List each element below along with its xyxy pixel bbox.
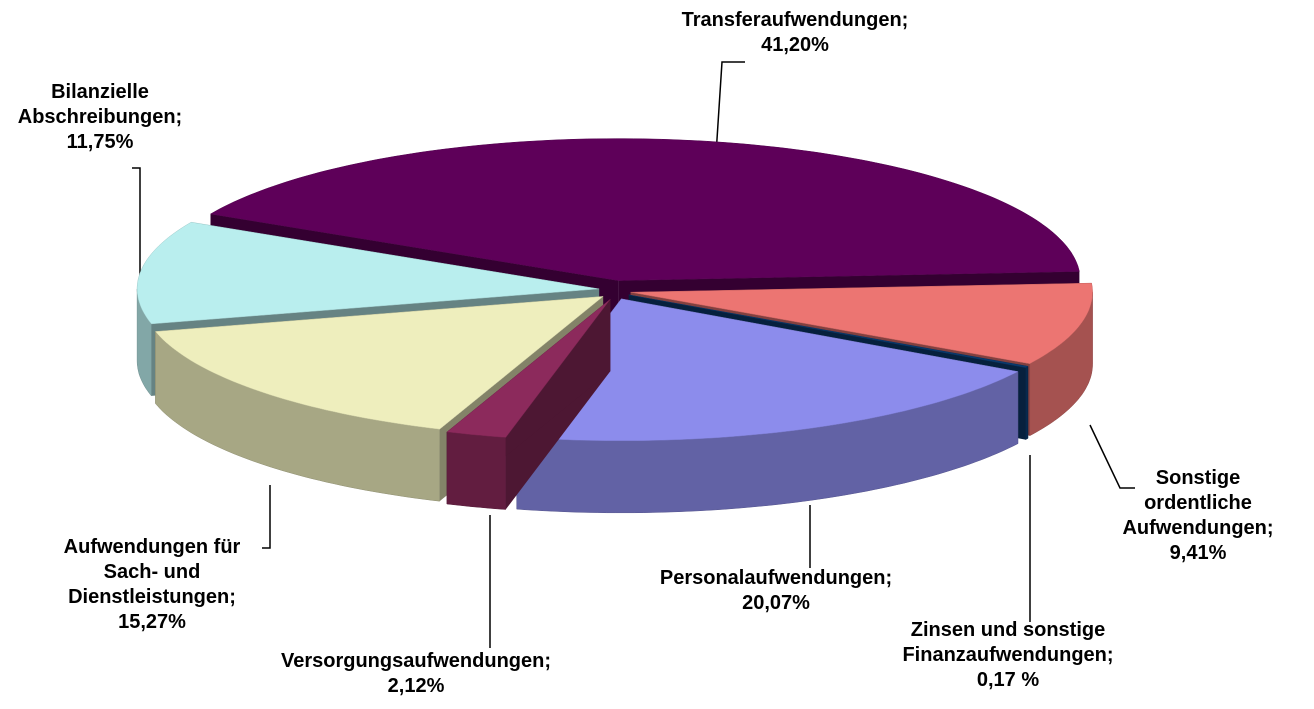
label-value: 9,41% (1169, 542, 1227, 564)
slice (628, 294, 1029, 368)
data-label: Zinsen und sonstige Finanzaufwendungen; 0… (863, 618, 1153, 693)
slice-wall (1025, 365, 1029, 440)
leader-line (262, 485, 271, 549)
slice (516, 298, 1019, 442)
label-value: 41,20% (761, 34, 829, 56)
label-value: 2,12% (387, 675, 445, 697)
label-name: Aufwendungen für Sach- und Dienstleistun… (63, 536, 241, 608)
leader-line (714, 61, 745, 171)
slice (630, 282, 1093, 364)
label-name: Personalaufwendungen; (659, 567, 893, 589)
label-name: Bilanzielle Abschreibungen; (17, 81, 183, 128)
data-label: Versorgungsaufwendungen; 2,12% (226, 649, 606, 699)
leader-line (132, 167, 141, 280)
label-name: Sonstige ordentliche Aufwendungen; (1122, 467, 1274, 539)
leader-line (1089, 424, 1135, 489)
label-name: Versorgungsaufwendungen; (280, 650, 552, 672)
data-label: Personalaufwendungen; 20,07% (611, 566, 941, 616)
slice (446, 299, 611, 438)
data-label: Sonstige ordentliche Aufwendungen; 9,41% (1113, 466, 1283, 566)
pie (136, 138, 1093, 514)
label-value: 0,17 % (976, 669, 1040, 691)
slice (209, 138, 1080, 281)
label-value: 20,07% (742, 592, 810, 614)
label-value: 15,27% (118, 611, 186, 633)
label-name: Zinsen und sonstige Finanzaufwendungen; (902, 619, 1114, 666)
slice-wall (446, 431, 506, 510)
data-label: Transferaufwendungen; 41,20% (630, 8, 960, 58)
data-label: Bilanzielle Abschreibungen; 11,75% (0, 80, 200, 155)
slice (154, 296, 604, 430)
label-name: Transferaufwendungen; (681, 9, 909, 31)
slice (136, 221, 600, 325)
data-label: Aufwendungen für Sach- und Dienstleistun… (40, 535, 265, 635)
label-value: 11,75% (66, 131, 134, 153)
